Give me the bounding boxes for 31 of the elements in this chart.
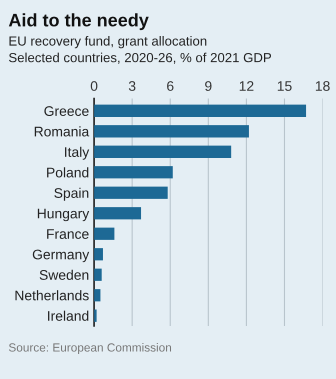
bar bbox=[94, 228, 114, 240]
bar bbox=[94, 207, 142, 220]
y-tick-label: Romania bbox=[34, 126, 90, 136]
bar bbox=[94, 146, 232, 158]
x-tick-label: 0 bbox=[90, 81, 98, 91]
bar bbox=[94, 166, 173, 178]
source-note: Source: European Commission bbox=[8, 342, 172, 354]
y-tick-label: Greece bbox=[44, 106, 89, 116]
y-tick-label: Hungary bbox=[38, 208, 90, 222]
chart-title: Aid to the needy bbox=[8, 13, 149, 30]
x-tick-label: 12 bbox=[240, 81, 254, 91]
y-tick-label: Germany bbox=[32, 250, 90, 262]
y-tick-label: Poland bbox=[47, 167, 88, 178]
y-tick-label: Sweden bbox=[40, 270, 88, 280]
y-tick-label: France bbox=[47, 229, 89, 239]
bar bbox=[94, 186, 168, 199]
chart-subtitle: EU recovery fund, grant allocation Selected countries, 2020-26, % of 2021 GDP bbox=[9, 36, 272, 64]
bar bbox=[94, 268, 102, 281]
bar bbox=[94, 248, 103, 260]
bar bbox=[94, 125, 249, 138]
y-tick-label: Netherlands bbox=[15, 290, 89, 300]
y-tick-label: Ireland bbox=[48, 310, 88, 321]
x-tick-label: 18 bbox=[316, 81, 330, 91]
x-tick-label: 9 bbox=[205, 81, 212, 91]
y-tick-label: Italy bbox=[65, 146, 90, 160]
x-tick-label: 15 bbox=[278, 81, 292, 91]
bar bbox=[94, 289, 100, 302]
x-tick-label: 3 bbox=[128, 81, 136, 91]
y-tick-label: Spain bbox=[54, 188, 88, 201]
bar bbox=[94, 104, 306, 117]
x-tick-label: 6 bbox=[167, 81, 174, 91]
